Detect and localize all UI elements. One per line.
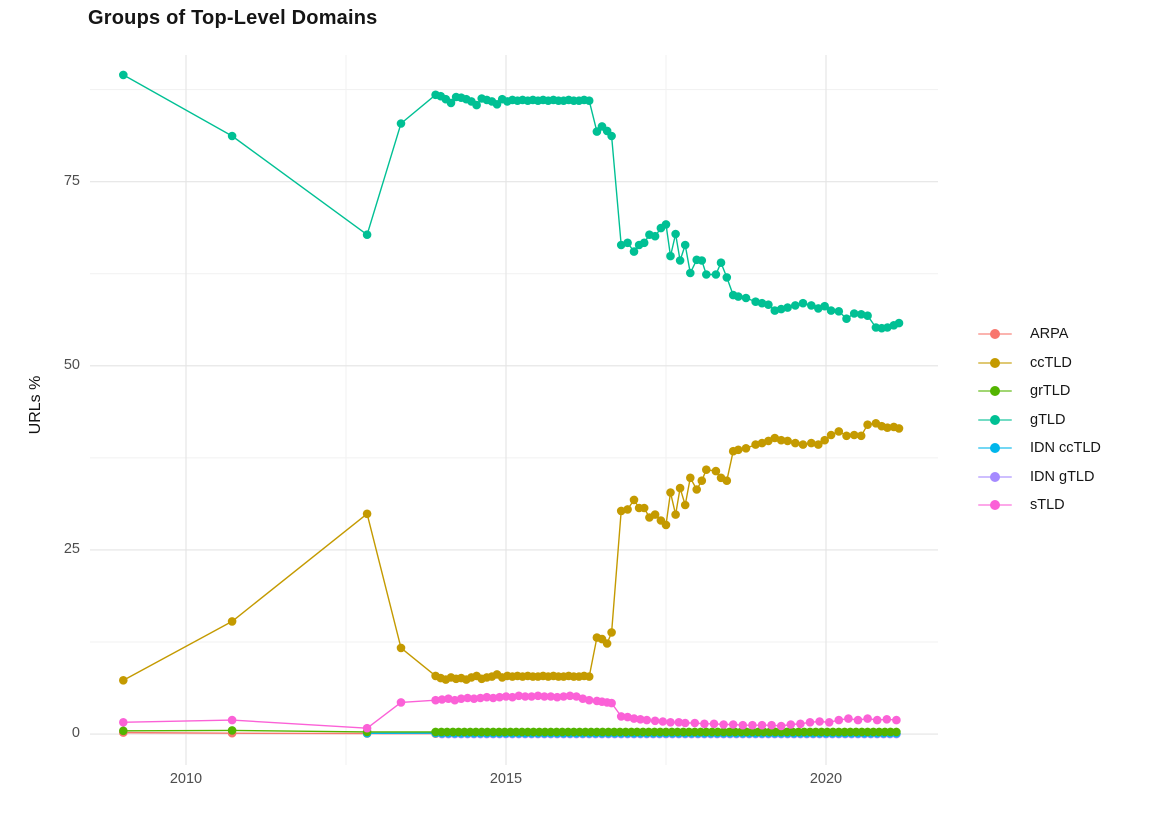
series-cctld (119, 419, 904, 685)
x-tick-label-2015: 2015 (489, 771, 523, 787)
y-tick-label-0: 0 (71, 725, 80, 742)
series-gtld (119, 70, 904, 333)
legend-item-stld: sTLD (965, 491, 1101, 520)
series-grtld (119, 726, 901, 737)
legend-label: ARPA (1030, 326, 1069, 343)
legend-label: sTLD (1030, 497, 1065, 514)
x-tick-label-2010: 2010 (169, 771, 203, 787)
x-tick-label-2020: 2020 (809, 771, 843, 787)
legend-label: IDN gTLD (1030, 468, 1095, 485)
series-stld (119, 691, 901, 733)
legend-line-point-icon (978, 385, 1012, 397)
legend-label: grTLD (1030, 383, 1071, 400)
legend-label: ccTLD (1030, 354, 1072, 371)
legend-item-arpa: ARPA (965, 320, 1101, 349)
legend-line-point-icon (978, 414, 1012, 426)
legend-item-grtld: grTLD (965, 377, 1101, 406)
y-tick-label-25: 25 (63, 540, 80, 557)
legend-item-idn-cctld: IDN ccTLD (965, 434, 1101, 463)
legend-item-gtld: gTLD (965, 406, 1101, 435)
legend-line-point-icon (978, 328, 1012, 340)
legend-line-point-icon (978, 471, 1012, 483)
legend-item-cctld: ccTLD (965, 349, 1101, 378)
legend-line-point-icon (978, 499, 1012, 511)
legend-label: gTLD (1030, 411, 1066, 428)
legend-line-point-icon (978, 357, 1012, 369)
chart-title: Groups of Top-Level Domains (88, 7, 378, 29)
y-tick-label-75: 75 (63, 172, 80, 189)
gridlines (90, 55, 938, 765)
y-tick-label-50: 50 (63, 356, 80, 373)
legend-line-point-icon (978, 442, 1012, 454)
legend-item-idn-gtld: IDN gTLD (965, 463, 1101, 492)
legend-label: IDN ccTLD (1030, 440, 1101, 457)
legend: ARPA ccTLD grTLD gTLD IDN ccTLD IDN gTLD… (965, 320, 1101, 520)
